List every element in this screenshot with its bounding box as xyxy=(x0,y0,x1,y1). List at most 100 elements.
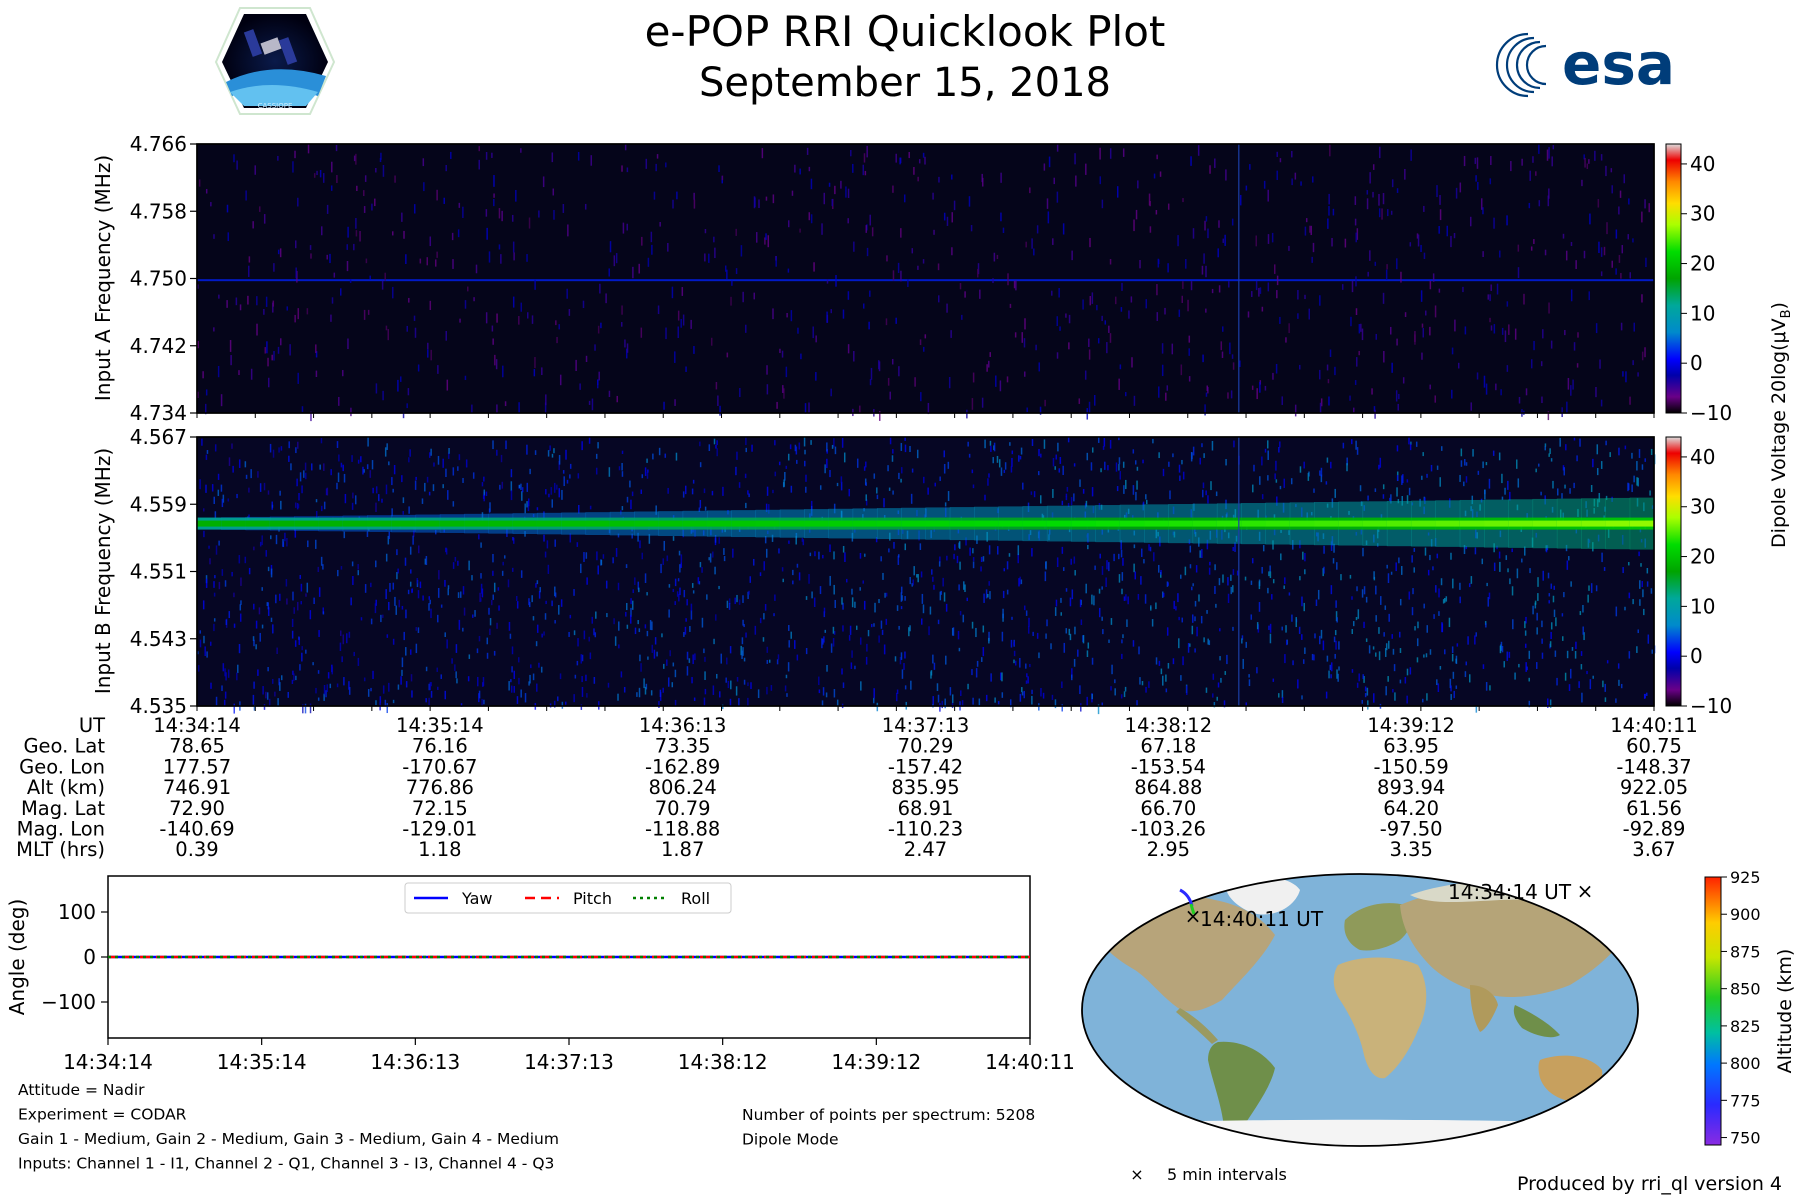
noise-speck xyxy=(1506,301,1509,307)
noise-speck xyxy=(240,600,242,605)
noise-speck xyxy=(762,637,765,642)
attitude-xtick-label: 14:38:12 xyxy=(678,1050,768,1074)
noise-speck xyxy=(1011,616,1013,620)
noise-speck xyxy=(1245,185,1248,191)
noise-speck xyxy=(999,380,1002,392)
noise-speck xyxy=(1580,664,1583,670)
noise-speck xyxy=(1261,456,1263,466)
ephemeris-cell: 746.91 xyxy=(163,776,231,799)
noise-speck xyxy=(452,259,454,269)
noise-speck xyxy=(686,666,689,676)
noise-speck xyxy=(1620,322,1623,331)
noise-speck xyxy=(958,647,961,652)
colorbar-label-end: ) xyxy=(1768,302,1790,309)
noise-speck xyxy=(892,185,894,193)
noise-speck xyxy=(764,604,767,611)
noise-speck xyxy=(1204,404,1206,416)
ytick-label: 4.559 xyxy=(130,492,187,516)
noise-speck xyxy=(1536,627,1538,635)
noise-speck xyxy=(553,448,555,454)
noise-speck xyxy=(1485,462,1488,466)
ephemeris-cell: -162.89 xyxy=(645,755,720,778)
noise-speck xyxy=(1065,628,1068,634)
noise-speck xyxy=(863,303,865,309)
noise-speck xyxy=(342,370,344,377)
noise-speck xyxy=(1056,557,1059,568)
noise-speck xyxy=(1334,366,1336,376)
noise-speck xyxy=(384,272,386,281)
noise-speck xyxy=(270,535,272,540)
noise-speck xyxy=(726,657,728,665)
noise-speck xyxy=(834,446,837,455)
noise-speck xyxy=(419,258,422,264)
noise-speck xyxy=(1578,681,1580,688)
noise-speck xyxy=(1262,545,1265,552)
esa-logo: esa xyxy=(1495,30,1675,98)
noise-speck xyxy=(668,584,671,588)
noise-speck xyxy=(876,494,879,500)
noise-speck xyxy=(788,640,790,648)
noise-speck xyxy=(1182,281,1184,289)
noise-speck xyxy=(478,693,480,703)
noise-speck xyxy=(672,662,675,667)
noise-speck xyxy=(1534,602,1537,609)
noise-speck xyxy=(496,313,498,323)
noise-speck xyxy=(625,564,628,569)
noise-speck xyxy=(248,567,251,575)
noise-speck xyxy=(1271,232,1274,243)
noise-speck xyxy=(763,561,765,571)
noise-speck xyxy=(1334,488,1336,498)
noise-speck xyxy=(644,686,647,695)
noise-speck xyxy=(388,531,391,540)
noise-speck xyxy=(922,259,925,264)
noise-speck xyxy=(1408,487,1411,496)
noise-speck xyxy=(888,548,890,553)
noise-speck xyxy=(1432,566,1434,571)
noise-speck xyxy=(1256,388,1258,400)
noise-speck xyxy=(1644,199,1646,209)
noise-speck xyxy=(447,585,450,589)
noise-speck xyxy=(874,602,876,613)
noise-speck xyxy=(958,541,961,549)
noise-speck xyxy=(1010,639,1013,648)
noise-speck xyxy=(932,654,934,664)
noise-speck xyxy=(833,631,836,635)
noise-speck xyxy=(205,389,208,396)
noise-speck xyxy=(259,206,261,212)
attitude-ytick-label: 100 xyxy=(58,900,96,924)
noise-speck xyxy=(293,673,295,681)
noise-speck xyxy=(1358,673,1360,682)
noise-speck xyxy=(500,254,502,264)
noise-speck xyxy=(398,599,401,608)
noise-speck xyxy=(263,214,266,224)
noise-speck xyxy=(1031,439,1034,446)
noise-speck xyxy=(661,633,663,638)
noise-speck xyxy=(336,175,338,183)
noise-speck xyxy=(502,561,504,566)
noise-speck xyxy=(1155,209,1158,215)
noise-speck xyxy=(1450,552,1452,560)
noise-speck xyxy=(1631,484,1633,493)
noise-speck xyxy=(1429,280,1432,290)
noise-speck xyxy=(1116,486,1119,492)
noise-speck xyxy=(836,482,839,487)
noise-speck xyxy=(740,245,743,257)
noise-speck xyxy=(608,268,610,277)
noise-speck xyxy=(892,490,894,495)
noise-speck xyxy=(205,188,208,194)
noise-speck xyxy=(1460,448,1463,457)
noise-speck xyxy=(993,252,996,262)
noise-speck xyxy=(375,486,378,494)
noise-speck xyxy=(1098,588,1101,594)
noise-speck xyxy=(1423,252,1426,259)
noise-speck xyxy=(899,657,902,665)
noise-speck xyxy=(341,656,343,663)
noise-speck xyxy=(844,552,846,562)
noise-speck xyxy=(1330,585,1333,595)
noise-speck xyxy=(217,489,220,496)
ytick-label: 4.766 xyxy=(130,132,187,156)
noise-speck xyxy=(320,438,323,444)
noise-speck xyxy=(1510,161,1512,172)
noise-speck xyxy=(1056,144,1059,152)
noise-speck xyxy=(1284,654,1286,664)
